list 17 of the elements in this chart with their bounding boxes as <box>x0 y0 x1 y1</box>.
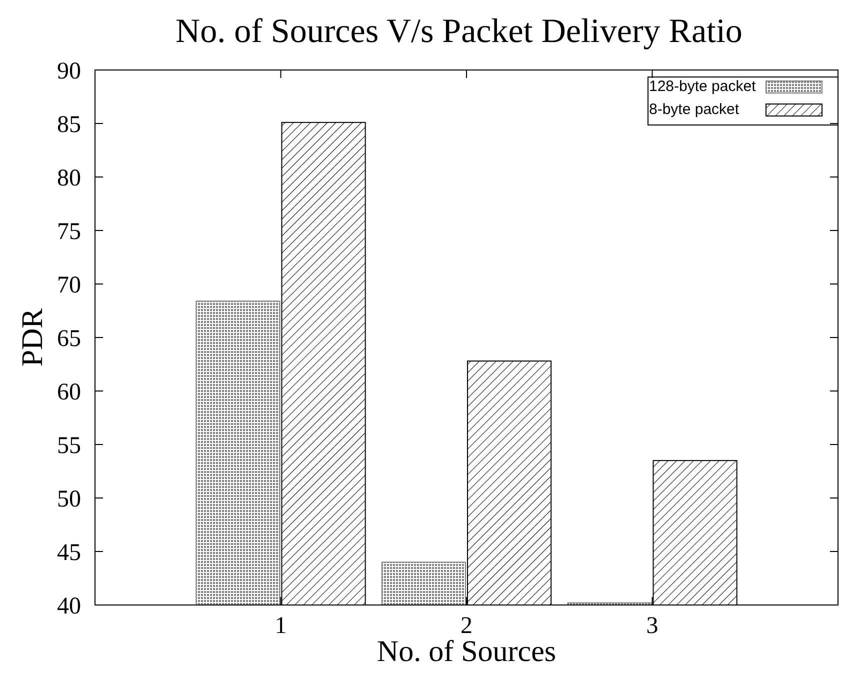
y-tick-label: 85 <box>57 112 81 138</box>
x-tick-label: 1 <box>274 613 287 639</box>
y-axis-title: PDR <box>16 308 49 367</box>
y-tick-label: 65 <box>57 326 81 352</box>
y-tick-label: 90 <box>57 58 81 84</box>
y-tick-label: 40 <box>57 593 81 620</box>
chart-title: No. of Sources V/s Packet Delivery Ratio <box>176 13 742 50</box>
x-tick-label: 3 <box>646 613 658 639</box>
y-tick-label: 70 <box>57 272 81 298</box>
y-tick-label: 50 <box>57 486 81 512</box>
y-tick-label: 55 <box>57 432 81 459</box>
y-tick-label: 60 <box>57 379 81 406</box>
legend-label: 8-byte packet <box>649 101 740 118</box>
y-tick-label: 75 <box>57 218 81 245</box>
y-tick-label: 45 <box>57 540 81 566</box>
legend-label: 128-byte packet <box>649 78 757 95</box>
y-tick-label: 80 <box>57 165 81 192</box>
